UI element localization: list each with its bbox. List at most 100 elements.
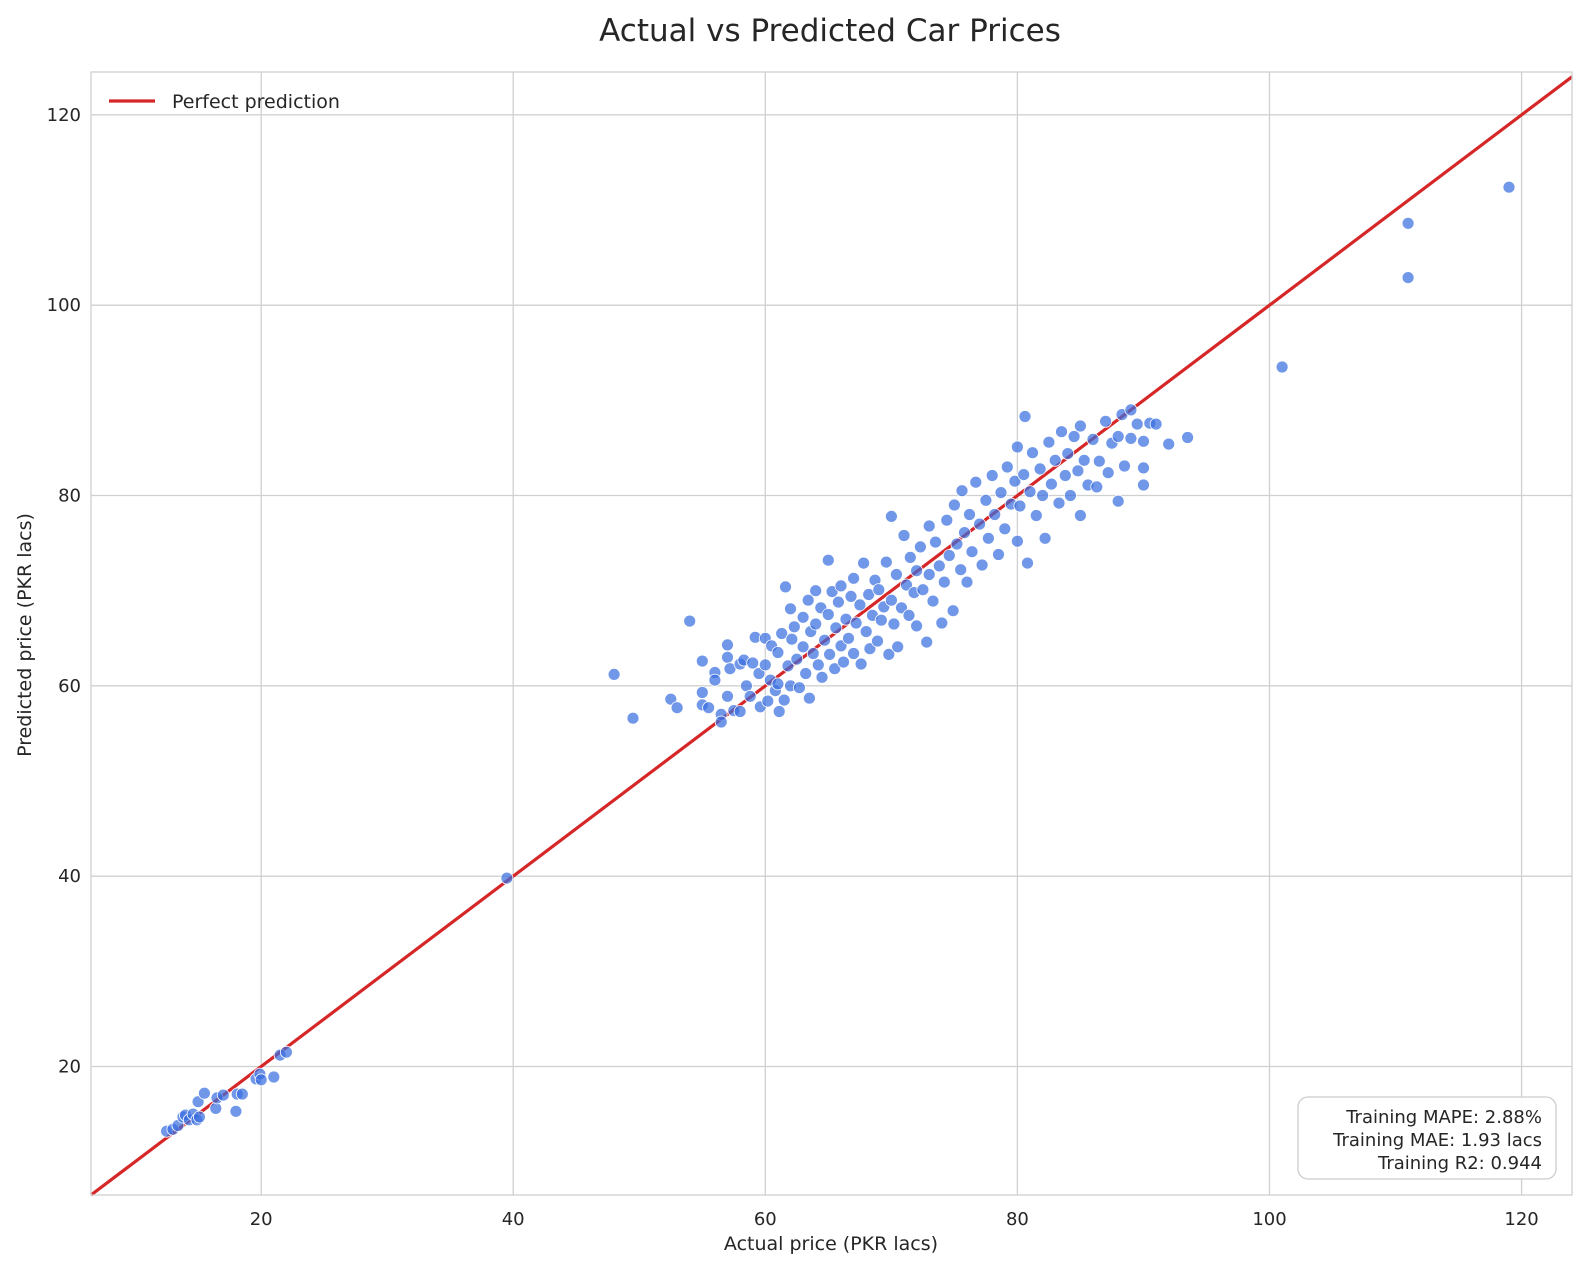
data-point (1101, 466, 1115, 480)
data-point (879, 555, 893, 569)
data-point (872, 583, 886, 597)
data-point (992, 548, 1005, 561)
data-point (779, 580, 792, 594)
data-point (1042, 435, 1056, 449)
data-point (197, 1086, 211, 1100)
data-point (935, 616, 949, 630)
data-point (761, 694, 775, 708)
data-point (1118, 459, 1131, 473)
data-point (982, 531, 995, 545)
data-point (784, 602, 797, 616)
data-point (708, 673, 722, 687)
data-point (823, 648, 836, 661)
data-point (793, 681, 806, 695)
data-point (965, 545, 979, 559)
data-point (890, 568, 903, 581)
data-point (1023, 485, 1037, 499)
data-point (847, 571, 860, 585)
tick-labels: 20 40 60 80 100 120 20 40 60 80 100 120 (47, 105, 1539, 1230)
data-point (885, 510, 898, 523)
data-point (1401, 271, 1415, 285)
data-point (922, 519, 936, 533)
data-point (811, 658, 825, 672)
data-point (994, 486, 1008, 500)
data-point (267, 1070, 281, 1084)
data-point (809, 584, 823, 598)
data-point (821, 608, 835, 621)
data-point (1008, 474, 1022, 488)
data-point (926, 594, 940, 608)
stats-r2: Training R2: 0.944 (1377, 1153, 1542, 1174)
data-point (874, 613, 888, 627)
data-point (1029, 509, 1043, 522)
data-point (772, 705, 786, 718)
data-point (973, 517, 986, 531)
data-point (1092, 454, 1106, 468)
x-tick-label: 40 (502, 1209, 525, 1230)
data-point (803, 691, 816, 705)
data-point (960, 575, 974, 589)
data-point (963, 508, 976, 521)
perfect-prediction-line (90, 75, 1573, 1197)
data-point (1017, 468, 1031, 482)
data-point (929, 535, 942, 549)
x-tick-label: 120 (1504, 1209, 1538, 1230)
chart-title: Actual vs Predicted Car Prices (599, 13, 1061, 49)
data-point (254, 1073, 268, 1087)
data-point (1181, 431, 1194, 444)
plot-frame (90, 71, 1573, 1196)
data-point (1033, 462, 1047, 476)
y-axis-label: Predicted price (PKR lacs) (14, 513, 36, 757)
data-point (844, 590, 858, 603)
data-point (806, 647, 820, 660)
data-point (695, 654, 709, 668)
data-point (1401, 216, 1415, 230)
data-point (796, 610, 810, 624)
data-point (191, 1095, 205, 1109)
data-point (955, 484, 969, 498)
data-point (1124, 403, 1138, 417)
data-point (743, 689, 757, 703)
data-point (1137, 434, 1150, 448)
data-point (721, 650, 734, 664)
data-point (891, 640, 905, 654)
y-tick-label: 40 (58, 866, 81, 887)
data-point (1026, 446, 1039, 460)
data-point (781, 659, 795, 673)
data-point (832, 595, 845, 609)
data-point (834, 639, 848, 653)
data-point (670, 701, 684, 715)
data-point (1086, 432, 1100, 446)
data-point (1055, 425, 1068, 439)
data-point (1061, 447, 1075, 461)
data-point (1011, 440, 1024, 454)
data-point (895, 601, 908, 615)
data-point (818, 633, 831, 647)
data-point (787, 620, 801, 634)
data-point (752, 667, 766, 680)
data-point (1099, 414, 1112, 428)
data-point (1111, 430, 1125, 443)
data-point (887, 617, 901, 631)
data-point (771, 646, 785, 659)
data-point (1137, 478, 1150, 492)
data-points (160, 180, 1516, 1138)
data-point (1036, 489, 1049, 502)
stats-box: Training MAPE: 2.88% Training MAE: 1.93 … (1297, 1096, 1557, 1180)
data-point (916, 583, 930, 597)
data-point (809, 617, 823, 631)
data-point (988, 508, 1002, 521)
data-point (1048, 453, 1062, 467)
data-point (828, 662, 842, 676)
data-point (1045, 477, 1058, 491)
data-point (903, 551, 917, 564)
x-axis-label: Actual price (PKR lacs) (724, 1233, 938, 1255)
data-point (853, 598, 867, 612)
data-point (607, 668, 621, 681)
data-point (279, 1045, 293, 1059)
data-point (192, 1110, 206, 1124)
y-tick-label: 80 (58, 486, 81, 507)
data-point (721, 689, 734, 703)
data-point (1011, 534, 1024, 548)
data-point (1275, 360, 1289, 374)
